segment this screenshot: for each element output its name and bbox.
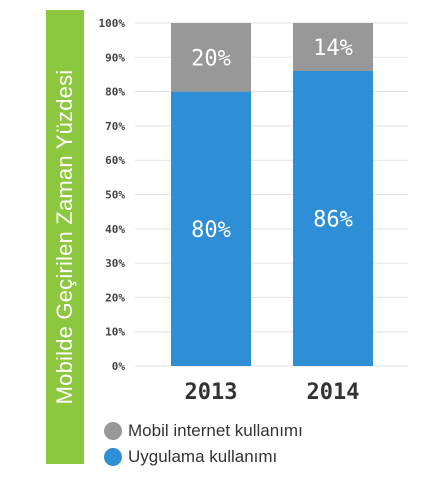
bar-segment [293,23,373,72]
y-tick-label: 20% [105,291,125,304]
legend-swatch-mobil-internet [104,422,122,440]
y-tick-label: 10% [105,326,125,339]
legend-label-mobil-internet: Mobil internet kullanımı [128,421,303,440]
bar-segment [171,91,251,366]
bar-segment [293,71,373,367]
y-tick-label: 100% [99,17,126,30]
y-tick-label: 0% [112,360,126,373]
bar-value-label: 20% [191,46,231,71]
y-tick-label: 50% [105,189,125,202]
legend-item-mobil-internet: Mobil internet kullanımı [104,418,303,444]
x-category-label: 2014 [307,380,360,405]
side-title-band [46,10,84,464]
legend-label-uygulama: Uygulama kullanımı [128,447,278,466]
y-tick-label: 80% [105,86,125,99]
bar-value-label: 86% [313,208,353,233]
bar-value-label: 14% [313,36,353,61]
y-tick-label: 30% [105,257,125,270]
y-tick-label: 90% [105,51,125,64]
y-tick-label: 70% [105,120,125,133]
bar-value-label: 80% [191,218,231,243]
y-tick-label: 40% [105,223,125,236]
bar-segment [171,23,251,92]
x-category-label: 2013 [185,380,238,405]
legend-swatch-uygulama [104,448,122,466]
legend-item-uygulama: Uygulama kullanımı [104,444,303,470]
y-tick-label: 60% [105,154,125,167]
legend: Mobil internet kullanımı Uygulama kullan… [104,418,303,470]
